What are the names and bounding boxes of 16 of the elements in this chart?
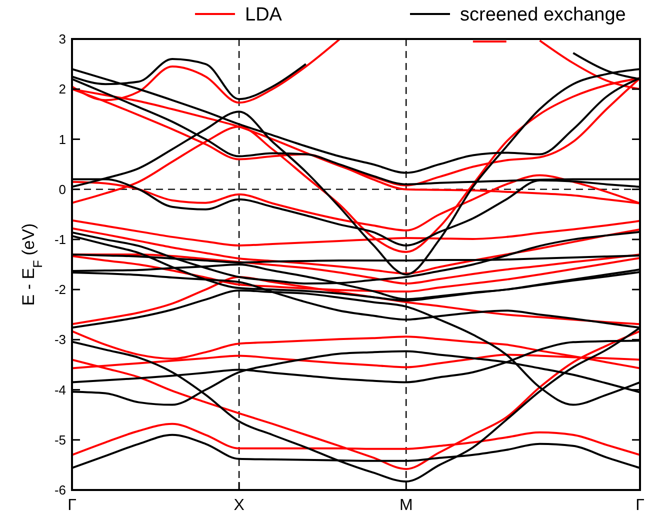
y-tick-label: 3 (58, 32, 66, 47)
legend-label: LDA (245, 4, 282, 26)
y-tick-label: -3 (54, 332, 66, 348)
x-tick-label: Γ (68, 497, 77, 514)
y-tick-label: -5 (54, 432, 66, 448)
y-tick-label: -4 (54, 382, 66, 398)
y-tick-label: 2 (58, 82, 66, 97)
y-tick-label: -2 (54, 282, 66, 298)
y-tick-label: 1 (58, 132, 66, 147)
x-tick-label: X (234, 497, 245, 514)
y-tick-label: -1 (54, 232, 66, 247)
y-tick-label: 0 (58, 182, 66, 197)
x-tick-label: Γ (636, 497, 645, 514)
y-tick-label: -6 (54, 482, 66, 498)
legend-label: screened exchange (460, 4, 626, 26)
x-tick-label: M (399, 497, 413, 514)
